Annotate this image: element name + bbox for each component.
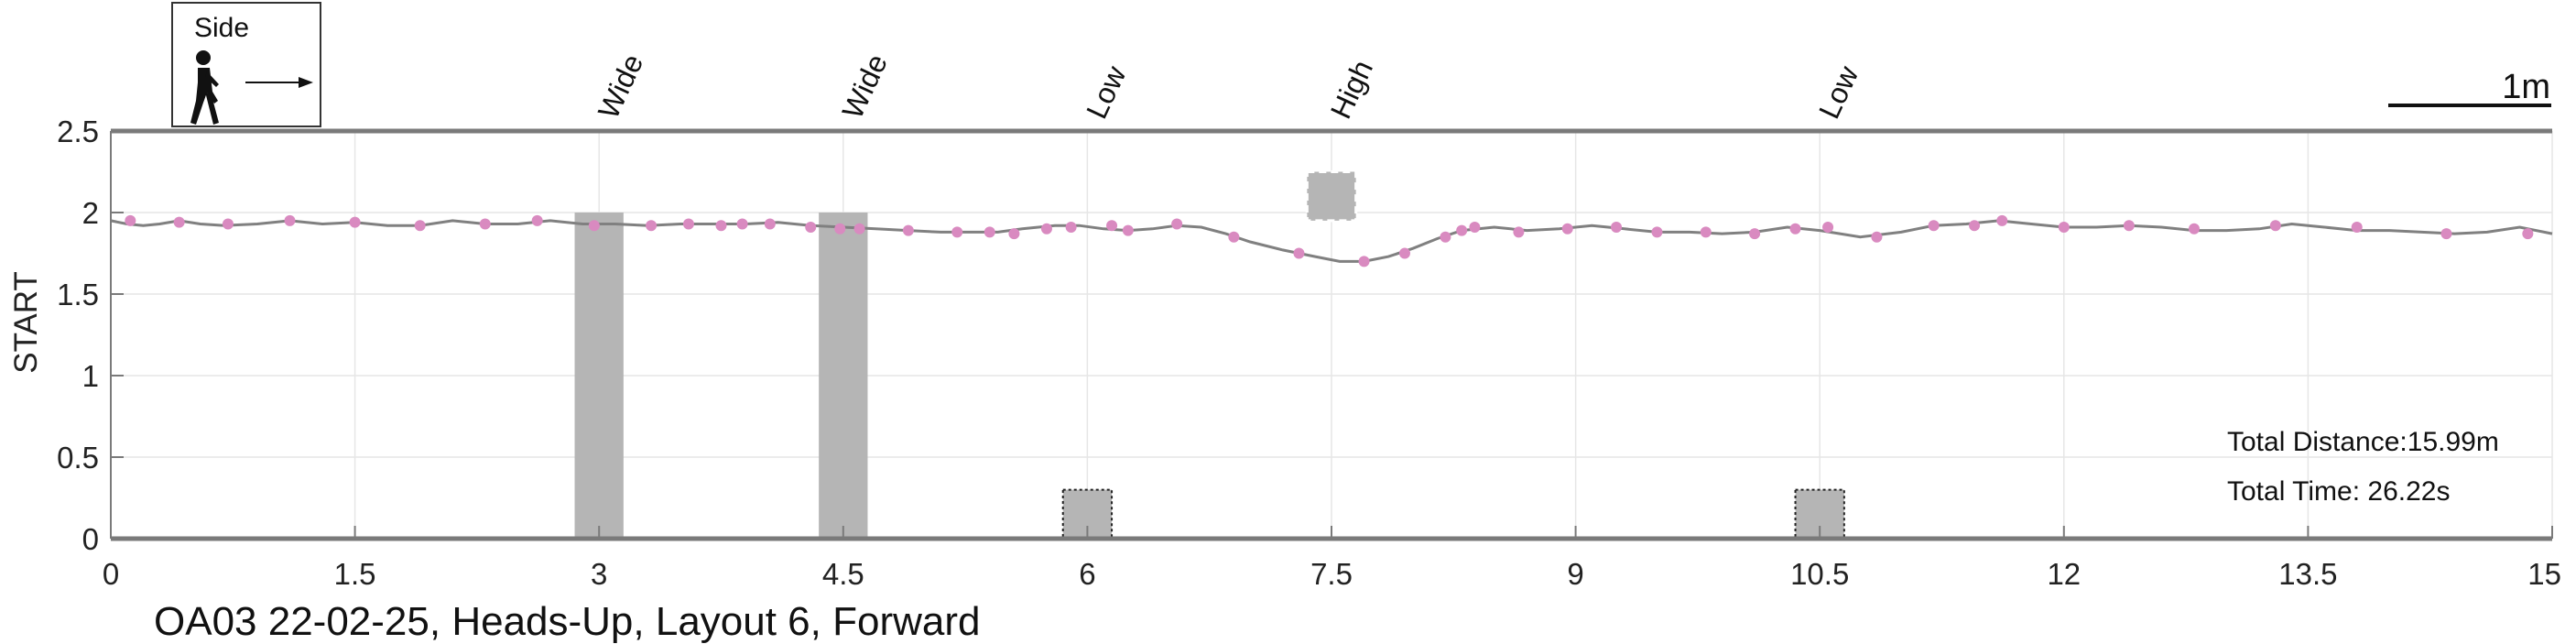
legend: Side	[171, 2, 321, 127]
step-marker	[1293, 247, 1305, 259]
y-tick-label: 0	[82, 522, 99, 556]
step-marker	[834, 223, 846, 235]
x-tick-label: 12	[2047, 557, 2081, 591]
step-marker	[531, 214, 543, 226]
step-marker	[805, 222, 817, 234]
step-marker	[1122, 224, 1134, 236]
obstacle-high-3	[1305, 170, 1358, 223]
step-marker	[173, 216, 185, 228]
obstacles	[574, 170, 1845, 540]
step-marker	[1871, 231, 1883, 243]
x-tick-label: 10.5	[1790, 557, 1849, 591]
step-marker	[902, 224, 914, 236]
step-marker	[2058, 222, 2070, 234]
x-tick-label: 13.5	[2278, 557, 2337, 591]
step-marker	[1822, 222, 1834, 234]
step-marker	[1469, 222, 1481, 234]
x-tick-label: 15	[2527, 557, 2561, 591]
x-tick-labels: 0 1.5 3 4.5 6 7.5 9 10.5 12 13.5 15	[103, 557, 2561, 591]
step-marker	[1651, 226, 1663, 238]
x-tick-label: 4.5	[822, 557, 864, 591]
step-marker	[646, 220, 658, 232]
step-marker	[1228, 231, 1240, 243]
step-marker	[764, 218, 776, 230]
total-distance: Total Distance:15.99m	[2227, 427, 2499, 457]
step-marker	[2440, 228, 2452, 240]
chart-caption: OA03 22-02-25, Heads-Up, Layout 6, Forwa…	[154, 599, 980, 644]
y-tick-labels: 0 0.5 1 1.5 2 2.5	[57, 115, 99, 556]
obstacle-label: Wide	[836, 49, 894, 124]
obstacle-label: Wide	[592, 49, 649, 124]
scale-bar: 1m	[2388, 68, 2551, 107]
step-marker	[1456, 224, 1468, 236]
y-tick-label: 0.5	[57, 441, 99, 475]
trajectory-line	[110, 219, 2553, 263]
total-time: Total Time: 26.22s	[2227, 476, 2450, 507]
step-marker	[2269, 220, 2281, 232]
step-marker	[1513, 226, 1525, 238]
step-marker	[1065, 222, 1077, 234]
step-marker	[349, 216, 361, 228]
x-tick-label: 7.5	[1310, 557, 1353, 591]
step-marker	[1561, 223, 1573, 235]
obstacle-label: Low	[1812, 60, 1865, 124]
x-tick-label: 6	[1079, 557, 1095, 591]
step-marker	[682, 218, 694, 230]
step-marker	[1789, 223, 1801, 235]
step-marker	[1040, 223, 1052, 235]
step-marker	[1008, 228, 1020, 240]
walking-path	[110, 214, 2553, 267]
y-tick-label: 1	[82, 359, 99, 393]
legend-title: Side	[194, 13, 249, 43]
obstacle-wide-0	[574, 213, 624, 539]
obstacle-labels: Wide Wide Low High Low	[592, 49, 1865, 124]
step-marker	[2188, 223, 2200, 235]
step-marker	[736, 218, 748, 230]
x-tick-label: 3	[591, 557, 607, 591]
scale-bar-label: 1m	[2502, 68, 2550, 106]
axes	[110, 128, 2553, 541]
step-marker	[588, 220, 600, 232]
step-marker	[951, 226, 963, 238]
obstacle-label: High	[1324, 55, 1379, 124]
step-marker	[715, 220, 727, 232]
step-marker	[1106, 220, 1118, 232]
x-tick-label: 1.5	[334, 557, 376, 591]
y-tick-label: 2.5	[57, 115, 99, 148]
step-marker	[222, 218, 234, 230]
step-marker	[414, 220, 426, 232]
step-marker	[2123, 220, 2135, 232]
step-marker	[1749, 228, 1761, 240]
step-marker	[1171, 218, 1183, 230]
step-marker	[1358, 256, 1370, 267]
step-marker	[1928, 220, 1940, 232]
x-tick-label: 0	[103, 557, 119, 591]
x-tick-label: 9	[1567, 557, 1583, 591]
step-marker	[2351, 222, 2363, 234]
obstacle-label: Low	[1080, 60, 1133, 124]
step-marker	[1440, 231, 1451, 243]
step-marker	[479, 218, 491, 230]
obstacle-wide-1	[819, 213, 868, 539]
step-marker	[2522, 228, 2534, 240]
y-axis-label: START	[8, 271, 44, 374]
step-marker	[1969, 220, 1981, 232]
step-marker	[1700, 226, 1712, 238]
y-tick-label: 1.5	[57, 278, 99, 311]
step-marker	[284, 214, 296, 226]
step-marker	[984, 226, 995, 238]
step-marker	[1996, 214, 2008, 226]
pedestrian-walking-icon	[190, 50, 219, 125]
step-marker	[1611, 222, 1623, 234]
y-tick-label: 2	[82, 196, 99, 230]
step-marker	[853, 223, 865, 235]
step-marker	[1398, 247, 1410, 259]
step-marker	[125, 214, 136, 226]
direction-arrow-icon	[245, 77, 313, 88]
